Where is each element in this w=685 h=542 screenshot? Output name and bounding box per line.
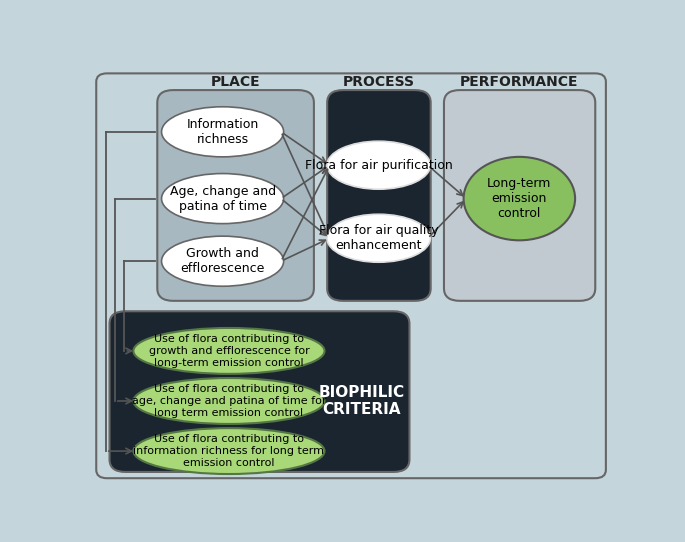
Text: Age, change and
patina of time: Age, change and patina of time xyxy=(169,185,275,212)
Text: Flora for air quality
enhancement: Flora for air quality enhancement xyxy=(319,224,438,252)
Text: Use of flora contributing to
age, change and patina of time for
long term emissi: Use of flora contributing to age, change… xyxy=(132,384,326,417)
Ellipse shape xyxy=(327,214,430,262)
Text: Growth and
efflorescence: Growth and efflorescence xyxy=(180,247,265,275)
Ellipse shape xyxy=(162,236,284,286)
Ellipse shape xyxy=(134,328,325,374)
FancyBboxPatch shape xyxy=(327,90,431,301)
FancyBboxPatch shape xyxy=(158,90,314,301)
Text: PLACE: PLACE xyxy=(210,75,260,89)
Text: Long-term
emission
control: Long-term emission control xyxy=(487,177,551,220)
Text: Use of flora contributing to
information richness for long term
emission control: Use of flora contributing to information… xyxy=(134,435,325,468)
Ellipse shape xyxy=(327,141,430,189)
Text: Flora for air purification: Flora for air purification xyxy=(305,159,453,172)
Ellipse shape xyxy=(162,107,284,157)
Text: BIOPHILIC
CRITERIA: BIOPHILIC CRITERIA xyxy=(319,385,405,417)
FancyBboxPatch shape xyxy=(110,311,410,472)
Ellipse shape xyxy=(134,378,325,424)
FancyBboxPatch shape xyxy=(444,90,595,301)
Text: PROCESS: PROCESS xyxy=(342,75,414,89)
Text: PERFORMANCE: PERFORMANCE xyxy=(460,75,579,89)
Ellipse shape xyxy=(464,157,575,240)
Text: Use of flora contributing to
growth and efflorescence for
long-term emission con: Use of flora contributing to growth and … xyxy=(149,334,310,367)
Ellipse shape xyxy=(134,428,325,474)
Ellipse shape xyxy=(162,173,284,224)
Text: Information
richness: Information richness xyxy=(186,118,259,146)
